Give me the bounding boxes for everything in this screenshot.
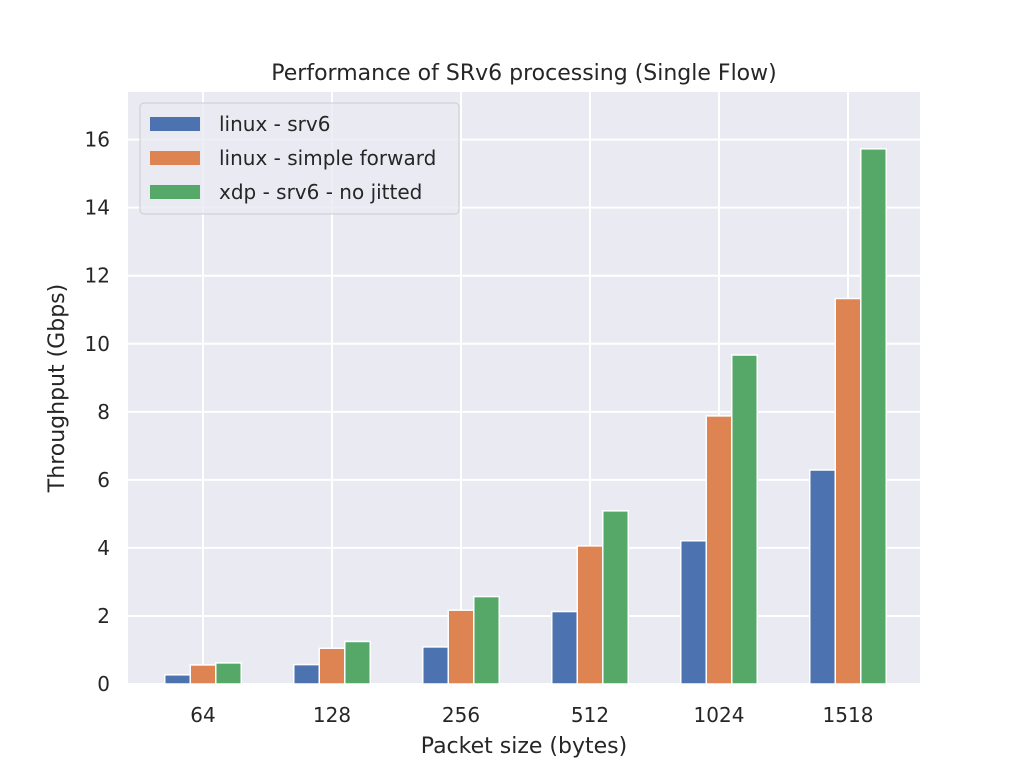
bar xyxy=(731,354,758,685)
y-axis-ticks: 0 2 4 6 8 10 12 14 16 xyxy=(85,128,110,696)
x-axis-ticks: 64 128 256 512 1024 1518 xyxy=(190,703,873,727)
legend-box xyxy=(139,102,460,215)
y-tick-label: 0 xyxy=(97,672,110,696)
bar xyxy=(344,640,371,685)
bars-group xyxy=(164,148,887,685)
x-tick-label: 256 xyxy=(442,703,480,727)
bar xyxy=(422,646,449,685)
legend-label: linux - simple forward xyxy=(219,146,436,170)
bar xyxy=(447,609,475,685)
legend-swatch xyxy=(150,151,200,165)
bar xyxy=(189,664,217,685)
y-tick-label: 8 xyxy=(97,400,110,424)
x-tick-label: 128 xyxy=(313,703,351,727)
y-axis-label: Throughput (Gbps) xyxy=(45,284,70,493)
x-tick-label: 512 xyxy=(571,703,609,727)
x-axis-label: Packet size (bytes) xyxy=(421,734,627,759)
bar xyxy=(576,545,604,685)
bar xyxy=(551,610,578,685)
chart-title: Performance of SRv6 processing (Single F… xyxy=(271,61,776,86)
bar xyxy=(834,297,862,685)
y-tick-label: 2 xyxy=(97,604,110,628)
y-tick-label: 12 xyxy=(85,264,110,288)
bar xyxy=(860,148,887,685)
bar xyxy=(705,415,733,685)
bar xyxy=(602,510,629,685)
y-tick-label: 14 xyxy=(85,196,110,220)
x-tick-label: 64 xyxy=(190,703,215,727)
bar xyxy=(473,595,500,685)
legend-label: linux - srv6 xyxy=(219,112,330,136)
legend-swatch xyxy=(150,117,200,131)
bar xyxy=(293,663,320,685)
y-tick-label: 10 xyxy=(85,332,110,356)
bar xyxy=(164,674,191,685)
x-tick-label: 1024 xyxy=(694,703,745,727)
grid-lines xyxy=(128,92,920,685)
bar xyxy=(215,662,242,685)
legend-swatch xyxy=(150,185,200,199)
y-tick-label: 4 xyxy=(97,536,110,560)
bar xyxy=(318,647,346,685)
bar xyxy=(680,540,707,685)
y-tick-label: 16 xyxy=(85,128,110,152)
legend: linux - srv6 linux - simple forward xdp - … xyxy=(139,102,460,215)
x-tick-label: 1518 xyxy=(823,703,874,727)
bar xyxy=(809,469,836,685)
y-tick-label: 6 xyxy=(97,468,110,492)
legend-label: xdp - srv6 - no jitted xyxy=(219,180,422,204)
